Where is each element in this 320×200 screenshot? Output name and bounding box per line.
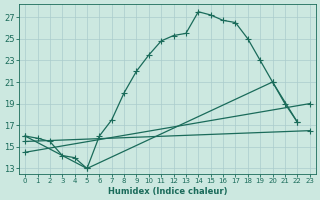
X-axis label: Humidex (Indice chaleur): Humidex (Indice chaleur): [108, 187, 227, 196]
